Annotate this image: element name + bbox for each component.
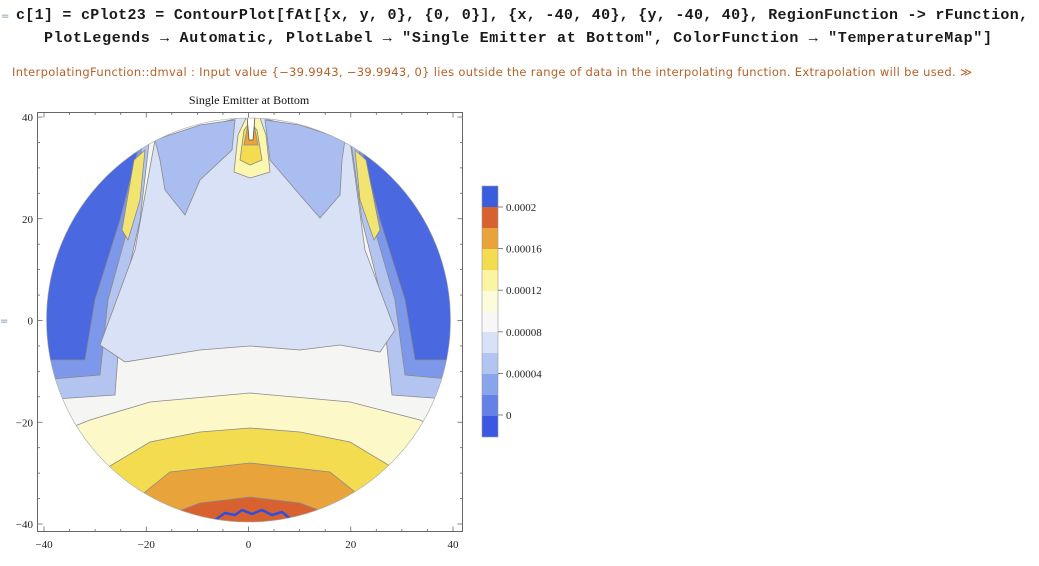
legend-swatch — [482, 270, 498, 291]
region — [246, 118, 256, 141]
region — [354, 149, 381, 241]
message[interactable]: InterpolatingFunction::dmval : Input val… — [12, 65, 972, 79]
y-tick-label: 20 — [22, 214, 34, 226]
code-line[interactable]: c[1] = cPlot23 = ContourPlot[fAt[{x, y, … — [16, 7, 1028, 24]
legend-label: 0 — [506, 410, 512, 422]
region-border — [46, 117, 451, 523]
axes: −40 −20 0 20 40 40 20 0 −20 −40 — [16, 112, 463, 551]
region-edge — [214, 508, 293, 522]
y-tick-label: −20 — [16, 417, 34, 429]
contour-plot — [46, 118, 451, 522]
x-tick-label: −20 — [138, 539, 156, 551]
legend-swatch — [482, 186, 498, 207]
legend-swatch — [482, 249, 498, 270]
legend-swatch — [482, 374, 498, 395]
cell-marker: = — [0, 316, 8, 327]
cell-marker: = — [1, 11, 9, 22]
region — [264, 119, 346, 219]
legend-label: 0.0002 — [506, 202, 536, 214]
legend-swatch — [482, 291, 498, 312]
legend: 0.0002 0.00016 0.00012 0.00008 0.00004 0 — [481, 185, 542, 438]
legend-swatch — [482, 312, 498, 332]
legend-label: 0.00016 — [506, 244, 542, 256]
region — [121, 149, 146, 241]
legend-frame — [481, 185, 499, 438]
plot-label: Single Emitter at Bottom — [189, 93, 310, 107]
legend-label: 0.00004 — [506, 368, 542, 380]
region — [154, 119, 236, 216]
legend-swatch — [482, 395, 498, 416]
legend-swatch — [482, 332, 498, 353]
plot-frame — [37, 112, 463, 532]
code-line[interactable]: PlotLegends → Automatic, PlotLabel → "Si… — [44, 30, 992, 47]
legend-label: 0.00008 — [506, 327, 542, 339]
x-tick-label: 0 — [246, 539, 252, 551]
legend-swatch — [482, 207, 498, 228]
legend-label: 0.00012 — [506, 285, 542, 297]
x-tick-label: 20 — [345, 539, 357, 551]
y-tick-label: 0 — [28, 316, 34, 328]
x-tick-label: −40 — [35, 539, 53, 551]
legend-swatch — [482, 228, 498, 249]
y-tick-label: −40 — [16, 519, 34, 531]
y-tick-label: 40 — [22, 112, 34, 124]
legend-swatch — [482, 353, 498, 374]
x-tick-label: 40 — [448, 539, 460, 551]
legend-swatch — [482, 416, 498, 437]
legend-labels: 0.0002 0.00016 0.00012 0.00008 0.00004 0 — [498, 202, 542, 422]
